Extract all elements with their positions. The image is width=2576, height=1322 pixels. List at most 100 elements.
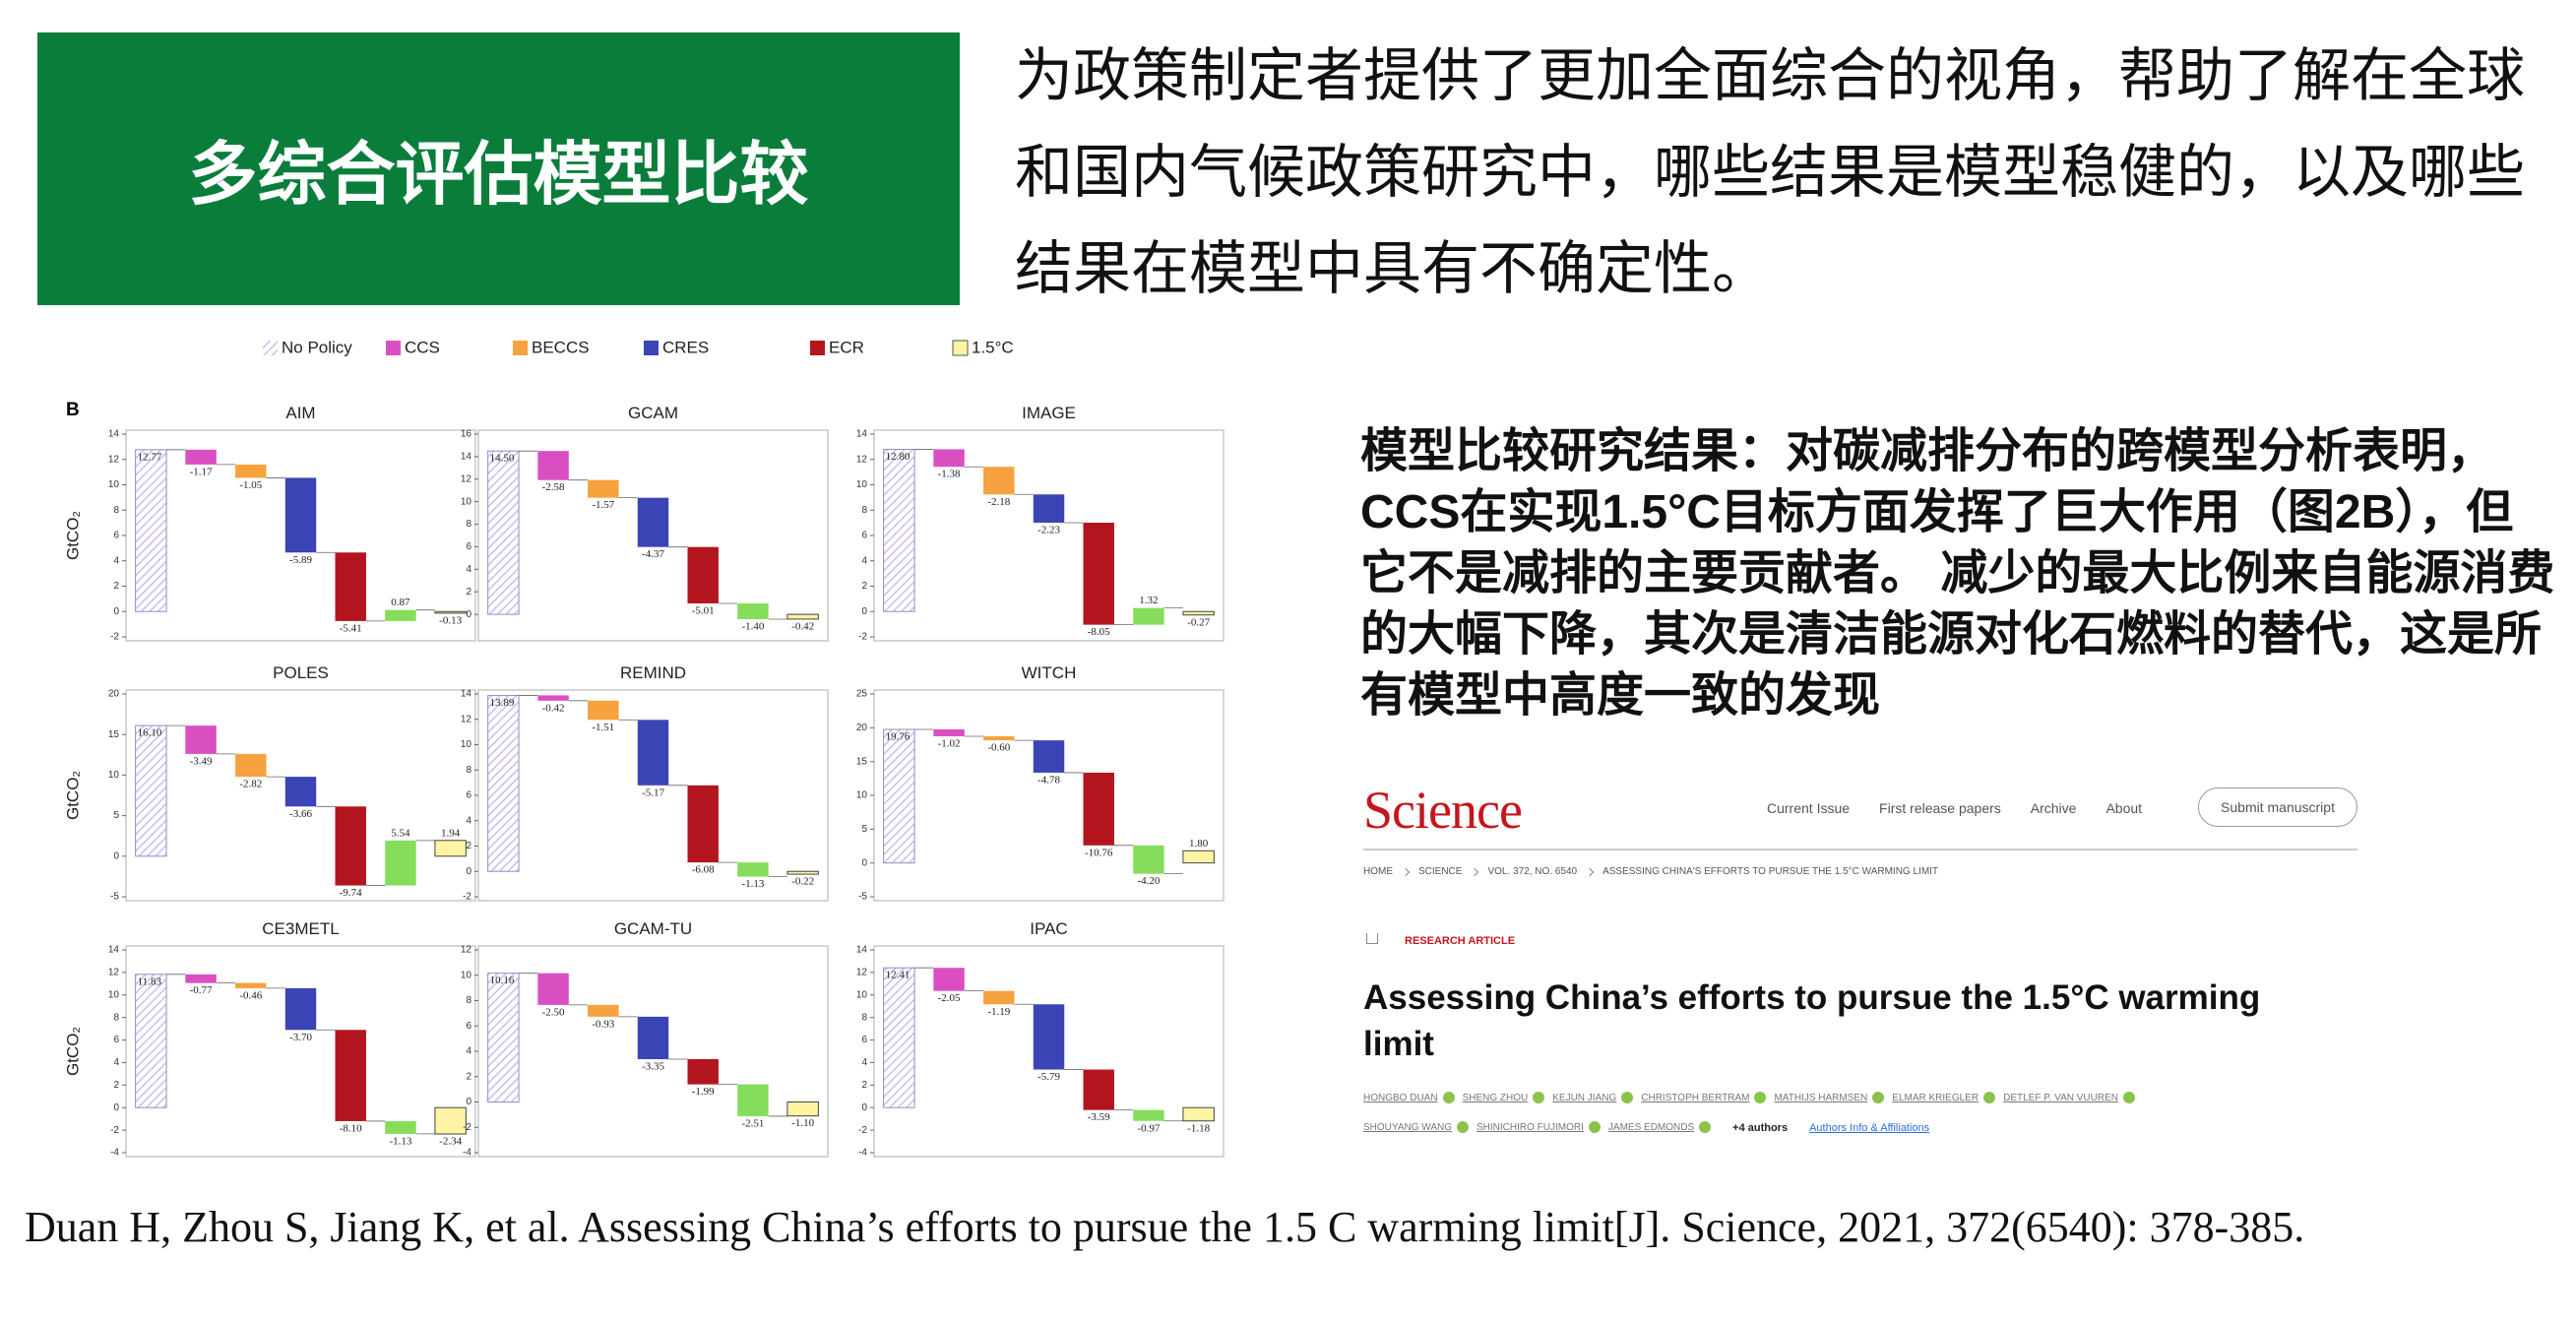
author-name[interactable]: KEJUN JIANG: [1552, 1093, 1617, 1103]
bar: [385, 609, 416, 621]
nav-item[interactable]: First release papers: [1879, 800, 2001, 816]
more-authors[interactable]: +4 authors: [1732, 1122, 1789, 1134]
value-label: -3.59: [1088, 1111, 1110, 1123]
value-label: -1.13: [389, 1135, 411, 1147]
y-tick-label: 6: [861, 531, 867, 541]
value-label: 11.83: [138, 976, 162, 987]
author-name[interactable]: JAMES EDMONDS: [1607, 1122, 1695, 1133]
value-label: -2.05: [938, 992, 961, 1004]
author-name[interactable]: MATHIJS HARMSEN: [1774, 1093, 1868, 1103]
submit-button[interactable]: Submit manuscript: [2198, 787, 2357, 827]
crumb-item[interactable]: SCIENCE: [1418, 866, 1463, 877]
crumb-item[interactable]: VOL. 372, NO. 6540: [1487, 866, 1578, 877]
bar: [487, 973, 520, 1102]
chart-title: POLES: [273, 663, 329, 682]
y-tick-label: 12: [108, 454, 120, 465]
legend-swatch: [810, 341, 825, 355]
y-tick-label: 16: [461, 429, 472, 440]
value-label: -5.79: [1037, 1071, 1060, 1083]
y-tick-label: -4: [463, 1148, 471, 1159]
nav-item[interactable]: Archive: [2030, 800, 2077, 816]
value-label: -5.01: [692, 605, 715, 617]
value-label: -1.18: [1187, 1122, 1210, 1134]
orcid-icon: [1442, 1092, 1455, 1104]
y-tick-label: 25: [856, 689, 868, 700]
y-tick-label: 12: [461, 473, 472, 484]
value-label: -1.38: [938, 469, 961, 480]
author-name[interactable]: SHINICHIRO FUJIMORI: [1476, 1122, 1584, 1133]
bar: [588, 700, 619, 721]
author-name[interactable]: ELMAR KRIEGLER: [1892, 1093, 1979, 1103]
orcid-icon: [1699, 1121, 1712, 1134]
bar: [1133, 607, 1164, 625]
value-label: 12.77: [138, 451, 162, 463]
y-tick-label: 10: [856, 790, 868, 801]
article-type: RESEARCH ARTICLE: [1405, 935, 1516, 947]
bar: [933, 728, 965, 736]
author: KEJUN JIANG: [1552, 1088, 1634, 1109]
y-tick-label: -2: [110, 632, 119, 643]
author: SHENG ZHOU: [1463, 1088, 1545, 1109]
author-name[interactable]: CHRISTOPH BERTRAM: [1641, 1093, 1750, 1103]
value-label: -5.17: [642, 787, 664, 798]
bar: [335, 806, 366, 886]
bar: [135, 724, 167, 857]
citation: Duan H, Zhou S, Jiang K, et al. Assessin…: [25, 1203, 2305, 1251]
bar: [1083, 522, 1114, 625]
author-name[interactable]: DETLEF P. VAN VUUREN: [2003, 1093, 2118, 1103]
value-label: -1.10: [791, 1117, 814, 1129]
plot-frame: [873, 689, 1225, 902]
plot-frame: [125, 945, 476, 1158]
author: MATHIJS HARMSEN: [1774, 1088, 1885, 1109]
y-tick-label: 8: [466, 519, 471, 530]
bar: [786, 870, 819, 875]
bar: [588, 1004, 619, 1017]
bar: [135, 449, 167, 612]
bar: [235, 753, 267, 778]
bar: [185, 449, 217, 465]
author-name[interactable]: SHENG ZHOU: [1462, 1093, 1529, 1103]
y-tick-label: 14: [461, 689, 472, 700]
orcid-icon: [1457, 1121, 1470, 1134]
chart-title: IPAC: [1030, 919, 1067, 938]
y-tick-label: 12: [461, 714, 472, 724]
science-screenshot: Science Current Issue First release paper…: [1339, 768, 2382, 1152]
y-tick-label: 2: [466, 841, 471, 851]
author-name[interactable]: SHOUYANG WANG: [1363, 1122, 1453, 1133]
y-tick-label: 2: [466, 1071, 471, 1082]
value-label: 14.50: [490, 453, 515, 465]
value-label: -0.42: [542, 702, 565, 714]
author-name[interactable]: HONGBO DUAN: [1363, 1093, 1438, 1103]
bar: [487, 450, 520, 615]
bar: [687, 1058, 719, 1085]
y-tick-label: 0: [861, 606, 867, 617]
value-label: -4.78: [1037, 774, 1060, 786]
value-label: -1.57: [592, 499, 614, 511]
y-tick-label: 10: [461, 739, 472, 750]
affiliations-link[interactable]: Authors Info & Affiliations: [1809, 1122, 1930, 1134]
y-tick-label: 4: [113, 1057, 119, 1068]
value-label: -4.20: [1137, 875, 1160, 887]
nav-item[interactable]: About: [2105, 800, 2143, 816]
value-label: -1.51: [592, 722, 614, 733]
bar: [1033, 740, 1065, 773]
bar: [434, 610, 467, 614]
y-tick-label: 5: [113, 810, 119, 821]
crumb-item[interactable]: HOME: [1363, 866, 1393, 877]
value-label: -1.40: [741, 621, 764, 633]
bar: [135, 974, 167, 1108]
nav-item[interactable]: Current Issue: [1767, 800, 1851, 816]
y-axis-label: GtCO₂: [63, 1027, 82, 1076]
science-logo[interactable]: Science: [1363, 781, 1523, 840]
y-tick-label: 10: [461, 970, 472, 980]
y-tick-label: 15: [856, 756, 868, 767]
chart-title: IMAGE: [1022, 404, 1076, 422]
orcid-icon: [1621, 1092, 1634, 1104]
author: SHOUYANG WANG: [1363, 1117, 1470, 1139]
value-label: -3.35: [642, 1061, 664, 1073]
value-label: -5.41: [340, 622, 362, 634]
y-tick-label: 14: [856, 945, 868, 956]
value-label: -0.27: [1187, 616, 1210, 628]
bar: [335, 1030, 366, 1121]
value-label: -1.99: [692, 1086, 715, 1098]
